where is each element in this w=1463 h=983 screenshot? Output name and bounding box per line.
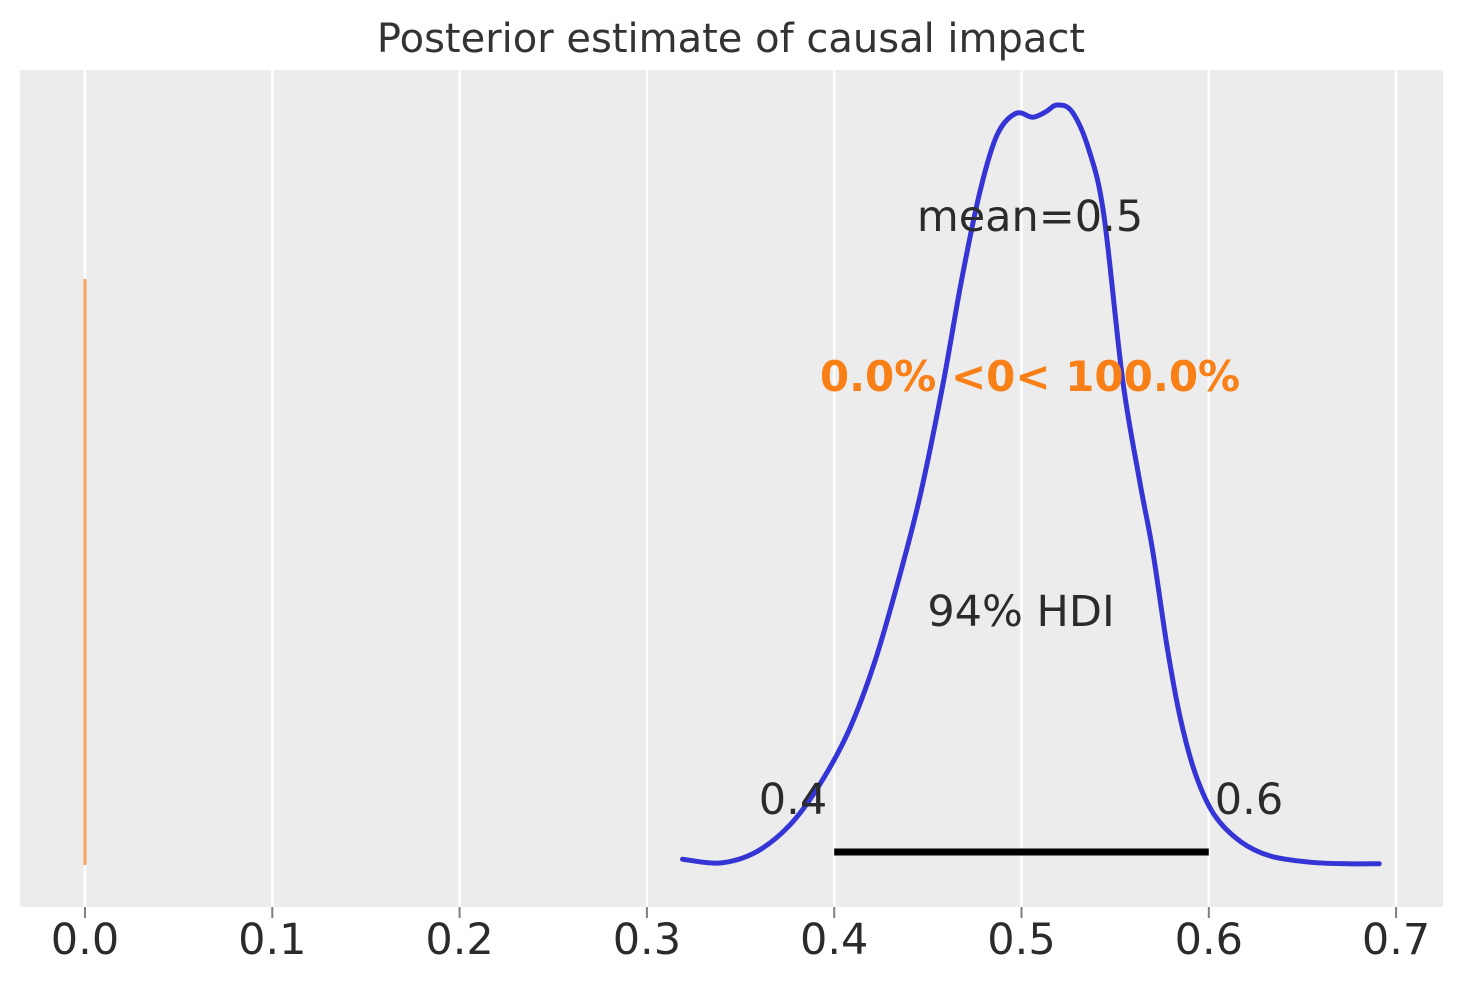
x-tick-label: 0.0 bbox=[51, 915, 119, 965]
x-tick-label: 0.5 bbox=[987, 915, 1055, 965]
x-tick-label: 0.7 bbox=[1362, 915, 1430, 965]
x-axis-ticks bbox=[84, 907, 1398, 918]
plot-area bbox=[20, 70, 1443, 907]
x-tick-label: 0.3 bbox=[613, 915, 681, 965]
x-tick-label: 0.1 bbox=[238, 915, 306, 965]
chart-title: Posterior estimate of causal impact bbox=[377, 16, 1085, 62]
x-axis-tick-labels: 0.0 0.1 0.2 0.3 0.4 0.5 0.6 0.7 bbox=[51, 915, 1430, 965]
x-tick-label: 0.4 bbox=[800, 915, 868, 965]
x-tick-label: 0.6 bbox=[1175, 915, 1243, 965]
hdi-upper-label: 0.6 bbox=[1215, 775, 1283, 825]
gridlines bbox=[83, 70, 1398, 907]
mean-label: mean=0.5 bbox=[917, 192, 1143, 242]
x-tick-label: 0.2 bbox=[425, 915, 493, 965]
hdi-mass-label: 94% HDI bbox=[927, 587, 1114, 637]
hdi-lower-label: 0.4 bbox=[759, 775, 827, 825]
kde-curve bbox=[680, 102, 1382, 867]
ref-val-label: 0.0% <0< 100.0% bbox=[820, 352, 1240, 401]
